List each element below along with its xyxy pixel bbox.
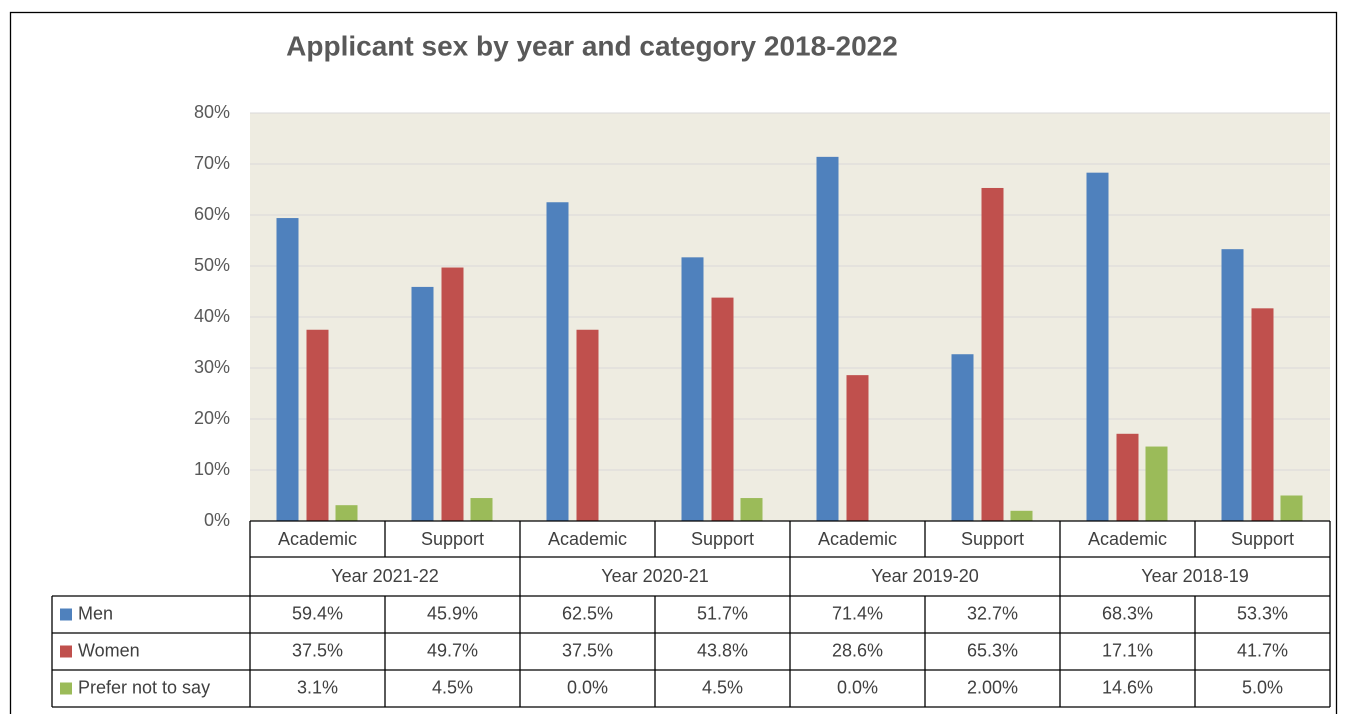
data-label: 53.3% <box>1237 603 1288 623</box>
x-group-label: Year 2018-19 <box>1141 566 1248 586</box>
bar <box>1145 446 1168 521</box>
data-label: 4.5% <box>702 677 743 697</box>
data-label: 59.4% <box>292 603 343 623</box>
bar <box>846 375 869 521</box>
legend-swatch <box>60 608 72 621</box>
bar <box>711 297 734 521</box>
x-tick-label: Support <box>691 529 754 549</box>
x-tick-label: Academic <box>818 529 897 549</box>
x-tick-label: Support <box>961 529 1024 549</box>
data-label: 71.4% <box>832 603 883 623</box>
bar <box>335 505 358 521</box>
bar <box>681 257 704 521</box>
bar <box>411 286 434 521</box>
data-label: 51.7% <box>697 603 748 623</box>
data-label: 17.1% <box>1102 640 1153 660</box>
bar <box>1086 172 1109 522</box>
y-tick-label: 80% <box>194 102 230 122</box>
data-label: 62.5% <box>562 603 613 623</box>
data-label: 37.5% <box>292 640 343 660</box>
data-label: 37.5% <box>562 640 613 660</box>
data-label: 32.7% <box>967 603 1018 623</box>
bar <box>576 329 599 521</box>
x-group-label: Year 2019-20 <box>871 566 978 586</box>
bar <box>276 218 299 521</box>
bar <box>546 202 569 521</box>
x-tick-label: Support <box>421 529 484 549</box>
data-label: 4.5% <box>432 677 473 697</box>
data-label: 0.0% <box>567 677 608 697</box>
data-label: 65.3% <box>967 640 1018 660</box>
x-group-label: Year 2021-22 <box>331 566 438 586</box>
data-label: 0.0% <box>837 677 878 697</box>
bar <box>816 156 839 522</box>
data-label: 2.00% <box>967 677 1018 697</box>
data-label: 43.8% <box>697 640 748 660</box>
data-label: 45.9% <box>427 603 478 623</box>
x-group-label: Year 2020-21 <box>601 566 708 586</box>
y-tick-label: 10% <box>194 459 230 479</box>
bar <box>1116 433 1139 521</box>
legend-swatch <box>60 645 72 658</box>
bar <box>470 498 493 521</box>
bar <box>951 354 974 521</box>
data-label: 5.0% <box>1242 677 1283 697</box>
y-tick-label: 40% <box>194 306 230 326</box>
bar <box>740 498 763 521</box>
bar <box>1221 249 1244 522</box>
data-label: 28.6% <box>832 640 883 660</box>
bar <box>1280 495 1303 521</box>
y-tick-label: 70% <box>194 153 230 173</box>
x-tick-label: Support <box>1231 529 1294 549</box>
data-label: 41.7% <box>1237 640 1288 660</box>
y-tick-label: 30% <box>194 357 230 377</box>
y-tick-label: 50% <box>194 255 230 275</box>
bar <box>306 329 329 521</box>
bar <box>1251 308 1274 521</box>
x-tick-label: Academic <box>1088 529 1167 549</box>
chart-title: Applicant sex by year and category 2018-… <box>286 30 898 61</box>
bar <box>1010 510 1033 521</box>
legend-label: Women <box>78 640 140 660</box>
data-label: 3.1% <box>297 677 338 697</box>
data-label: 14.6% <box>1102 677 1153 697</box>
data-label: 68.3% <box>1102 603 1153 623</box>
legend-label: Prefer not to say <box>78 677 210 697</box>
x-tick-label: Academic <box>278 529 357 549</box>
y-tick-label: 0% <box>204 510 230 530</box>
legend-swatch <box>60 682 72 695</box>
x-tick-label: Academic <box>548 529 627 549</box>
data-label: 49.7% <box>427 640 478 660</box>
bar <box>981 187 1004 521</box>
y-tick-label: 20% <box>194 408 230 428</box>
legend-label: Men <box>78 603 113 623</box>
bar <box>441 267 464 521</box>
y-tick-label: 60% <box>194 204 230 224</box>
